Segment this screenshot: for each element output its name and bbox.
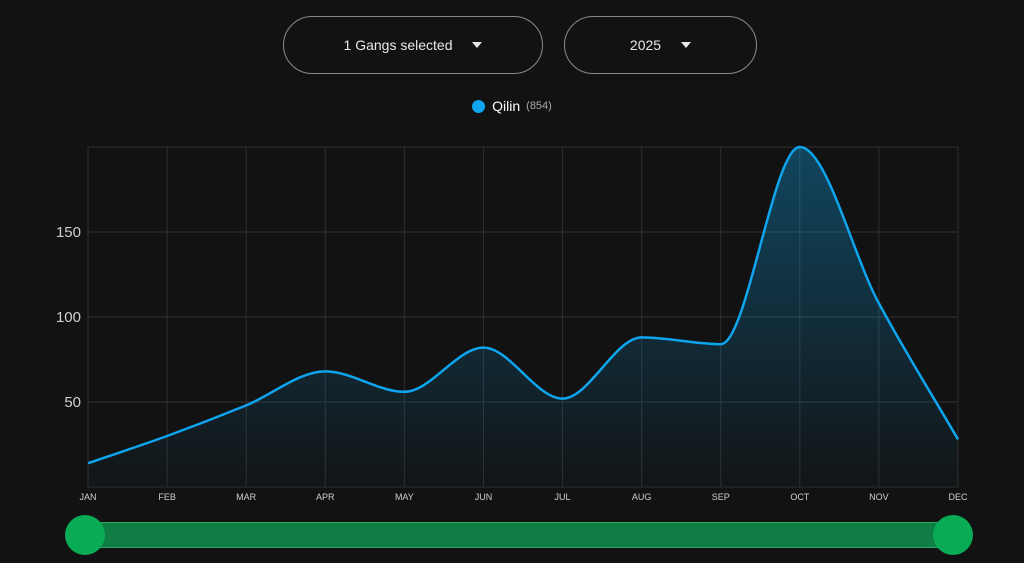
x-tick-label: JAN — [79, 492, 96, 502]
chevron-down-icon — [472, 42, 483, 48]
data-point[interactable] — [718, 341, 724, 347]
data-point[interactable] — [876, 300, 882, 306]
x-tick-label: DEC — [948, 492, 968, 502]
legend-series-count: (854) — [526, 100, 552, 112]
x-tick-label: FEB — [158, 492, 176, 502]
data-point[interactable] — [243, 402, 249, 408]
data-point[interactable] — [164, 433, 170, 439]
legend-series-name: Qilin — [492, 98, 521, 114]
series-line-qilin — [87, 145, 960, 465]
data-point[interactable] — [85, 460, 91, 466]
legend-dot-icon — [472, 99, 486, 113]
data-point[interactable] — [480, 345, 486, 351]
chart-axes: JAN FEB MAR APR MAY JUN JUL AUG SEP OCT NOV DEC 50 10… — [56, 224, 968, 502]
chart-series — [85, 144, 961, 487]
data-point[interactable] — [797, 144, 803, 150]
x-tick-label: MAR — [236, 492, 257, 502]
series-area-qilin — [88, 147, 958, 487]
x-tick-label: JUL — [555, 492, 571, 502]
data-point[interactable] — [401, 389, 407, 395]
year-dropdown[interactable]: 2025 — [564, 16, 757, 74]
data-point[interactable] — [955, 436, 961, 442]
x-tick-label: JUN — [475, 492, 493, 502]
x-tick-label: SEP — [712, 492, 730, 502]
data-point[interactable] — [639, 334, 645, 340]
x-tick-label: MAY — [395, 492, 414, 502]
chart-legend[interactable]: Qilin (854) — [0, 98, 1024, 114]
range-slider-track[interactable] — [85, 522, 953, 548]
line-chart: JAN FEB MAR APR MAY JUN JUL AUG SEP OCT NOV DEC 50 10… — [56, 144, 968, 502]
x-tick-label: APR — [316, 492, 335, 502]
date-range-slider[interactable] — [65, 515, 973, 555]
x-tick-label: OCT — [790, 492, 810, 502]
y-tick-label: 50 — [64, 394, 81, 411]
data-point[interactable] — [560, 396, 566, 402]
x-tick-label: NOV — [869, 492, 889, 502]
y-tick-label: 150 — [56, 224, 81, 241]
gangs-dropdown[interactable]: 1 Gangs selected — [283, 16, 543, 74]
chevron-down-icon — [681, 42, 692, 48]
data-point[interactable] — [322, 368, 328, 374]
x-tick-label: AUG — [632, 492, 652, 502]
year-dropdown-label: 2025 — [629, 37, 662, 53]
y-tick-label: 100 — [56, 309, 81, 326]
range-slider-start-handle[interactable] — [65, 515, 105, 555]
gangs-dropdown-label: 1 Gangs selected — [343, 37, 453, 53]
range-slider-end-handle[interactable] — [933, 515, 973, 555]
